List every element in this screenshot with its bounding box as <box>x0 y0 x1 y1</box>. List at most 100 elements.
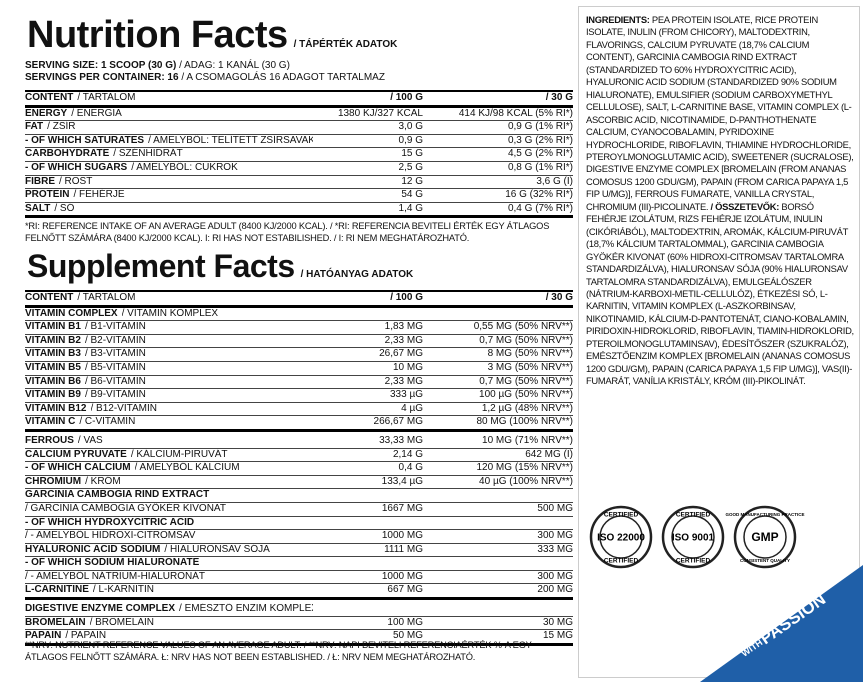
row-label: - OF WHICH SODIUM HIALURONATE <box>25 557 200 569</box>
row-label: CONTENT <box>25 92 74 103</box>
value-100g: 0,9 G <box>398 134 423 146</box>
table-row: / - AMELYBŐL HIDROXI-CITROMSAV 1000 MG 300… <box>25 530 573 544</box>
value-30g: 414 KJ/98 KCAL (5% RI*) <box>458 107 573 119</box>
row-label-hu: / SZÉNHIDRÁT <box>113 148 183 160</box>
table-row: GARCINIA CAMBOGIA RIND EXTRACT <box>25 489 573 503</box>
serving-label: SERVINGS PER CONTAINER: 16 <box>25 72 179 83</box>
row-label-hu: / L-KARNITIN <box>92 584 155 596</box>
table-row: FERROUS / VAS 33,33 MG 10 MG (71% NRV**) <box>25 435 573 449</box>
value-100g: 33,33 MG <box>379 434 423 446</box>
value-100g: 1380 KJ/327 KCAL <box>337 107 423 119</box>
heading: INGREDIENTS: <box>586 14 650 25</box>
row-label: VITAMIN B9 <box>25 389 81 401</box>
table-row: - OF WHICH CALCIUM / AMELYBŐL KÁLCIUM 0,4 … <box>25 462 573 476</box>
value-30g: 0,4 G (7% RI*) <box>507 202 573 214</box>
serving-label-hu: / ADAG: 1 KANÁL (30 G) <box>179 60 290 71</box>
spacer <box>313 517 423 530</box>
value-100g: 100 MG <box>387 616 423 628</box>
table-row: L-CARNITINE / L-KARNITIN 667 MG 200 MG <box>25 584 573 601</box>
row-label-hu: / GARCINIA CAMBOGIA GYÖKÉR KIVONAT <box>25 502 226 514</box>
table-row: VITAMIN C / C-VITAMIN 266,67 MG 80 MG (100%… <box>25 416 573 432</box>
row-label-hu: / PAPAIN <box>65 630 107 642</box>
row-label: CHROMIUM <box>25 475 82 487</box>
table-row: VITAMIN B6/ B6-VITAMIN 2,33 MG 0,7 MG (50%… <box>25 376 573 390</box>
table-row: CONTENT / TARTALOM / 100 G / 30 G <box>25 90 573 108</box>
value-30g: 333 MG <box>537 543 573 555</box>
row-label-hu: / ZSÍR <box>47 121 76 133</box>
value-100g: 2,5 G <box>398 161 423 173</box>
table-row: / GARCINIA CAMBOGIA GYÖKÉR KIVONAT 1667 M… <box>25 503 573 517</box>
row-label-hu: / B9-VITAMIN <box>84 389 146 401</box>
table-row: - OF WHICH HYDROXYCITRIC ACID <box>25 517 573 531</box>
row-label: VITAMIN B1 <box>25 321 81 333</box>
row-label-hu: / SÓ <box>54 202 75 214</box>
subtitle: / HATÓANYAG ADATOK <box>300 269 414 280</box>
value-100g: 54 G <box>401 189 423 201</box>
row-label-hu: / TARTALOM <box>77 292 136 303</box>
title: Supplement Facts <box>27 248 295 284</box>
row-label: - OF WHICH SUGARS <box>25 161 128 173</box>
row-label-hu: / AMELYBŐL KÁLCIUM <box>134 462 240 474</box>
row-label: L-CARNITINE <box>25 584 89 596</box>
row-label: VITAMIN C <box>25 416 76 428</box>
row-label: DIGESTIVE ENZYME COMPLEX <box>25 603 176 615</box>
table-row: / - AMELYBŐL NÁTRIUM-HIALURONÁT 1000 MG 30… <box>25 571 573 585</box>
spacer <box>198 517 313 530</box>
row-label: VITAMIN B3 <box>25 348 81 360</box>
value-30g: 500 MG <box>537 502 573 514</box>
value-30g: 0,7 MG (50% NRV**) <box>479 375 573 387</box>
supplement-heading: Supplement Facts / HATÓANYAG ADATOK <box>27 248 413 285</box>
row-label-hu: / VITAMIN KOMPLEX <box>121 307 219 319</box>
row-label: VITAMIN B12 <box>25 402 87 414</box>
row-label: PAPAIN <box>25 630 62 642</box>
table-row: BROMELAIN / BROMELAIN 100 MG 30 MG <box>25 617 573 631</box>
row-label-hu: / EMÉSZTŐ ENZIM KOMPLEX <box>179 603 313 615</box>
spacer <box>423 557 573 570</box>
row-label-hu: / ENERGIA <box>71 107 122 119</box>
value-100g: 2,33 MG <box>384 334 423 346</box>
table-row: - OF WHICH SODIUM HIALURONATE <box>25 557 573 571</box>
value-30g: 0,7 MG (50% NRV**) <box>479 334 573 346</box>
row-label: VITAMIN B6 <box>25 375 81 387</box>
supplement-footnote: **NRV: NUTRIENT REFERENCE VALUES OF AN A… <box>25 640 532 662</box>
serving-label: SERVING SIZE: 1 SCOOP (30 G) <box>25 60 177 71</box>
value-100g: 2,33 MG <box>384 375 423 387</box>
value-30g: / 30 G <box>545 92 573 103</box>
serving-info: SERVING SIZE: 1 SCOOP (30 G) / ADAG: 1 K… <box>25 60 385 84</box>
row-label: CONTENT <box>25 292 74 303</box>
value-100g: 1,83 MG <box>384 321 423 333</box>
spacer <box>423 603 573 616</box>
row-label-hu: / BROMELAIN <box>89 616 155 628</box>
row-label: CARBOHYDRATE <box>25 148 110 160</box>
value-30g: 0,3 G (2% RI*) <box>507 134 573 146</box>
value-30g: 100 µG (50% NRV**) <box>479 389 573 401</box>
row-label-hu: / TARTALOM <box>77 92 136 103</box>
table-row: VITAMIN B2/ B2-VITAMIN 2,33 MG 0,7 MG (50%… <box>25 335 573 349</box>
value-100g: / 100 G <box>390 292 423 303</box>
value-100g: 15 G <box>401 148 423 160</box>
table-row: - OF WHICH SATURATES / AMELYBŐL: TELÍTETT… <box>25 135 573 149</box>
table-row: VITAMIN B9/ B9-VITAMIN 333 µG 100 µG (50% … <box>25 389 573 403</box>
row-label: VITAMIN B2 <box>25 334 81 346</box>
value-100g: 1111 MG <box>384 543 423 555</box>
value-30g: 1,2 µG (48% NRV**) <box>481 402 573 414</box>
heading: / ÖSSZETEVŐK: <box>710 200 780 212</box>
value-100g: 133,4 µG <box>381 475 423 487</box>
row-label-hu: / B6-VITAMIN <box>84 375 146 387</box>
row-label-hu: / B5-VITAMIN <box>84 361 146 373</box>
table-row: VITAMIN COMPLEX / VITAMIN KOMPLEX <box>25 308 573 322</box>
table-row: CALCIUM PYRUVATE / KÁLCIUM-PIRUVÁT 2,14 G 6… <box>25 449 573 463</box>
value-100g: 0,4 G <box>398 462 423 474</box>
nutrition-footnote: *RI: REFERENCE INTAKE OF AN AVERAGE ADUL… <box>25 221 550 243</box>
row-label-hu: / - AMELYBŐL NÁTRIUM-HIALURONÁT <box>25 570 206 582</box>
row-label-hu: / KRÓM <box>85 475 121 487</box>
value-30g: 3,6 G (I) <box>536 175 573 187</box>
ingredients: INGREDIENTS: PEA PROTEIN ISOLATE, RICE P… <box>586 14 854 388</box>
value-30g: 300 MG <box>537 570 573 582</box>
value-30g: 0,8 G (1% RI*) <box>507 161 573 173</box>
row-label-hu: / C-VITAMIN <box>79 416 136 428</box>
value-30g: 120 MG (15% NRV**) <box>476 462 573 474</box>
row-label-hu: / AMELYBŐL: TELÍTETT ZSÍRSAVAK <box>148 134 313 146</box>
ingredients-en: PEA PROTEIN ISOLATE, RICE PROTEIN ISOLAT… <box>586 14 854 212</box>
